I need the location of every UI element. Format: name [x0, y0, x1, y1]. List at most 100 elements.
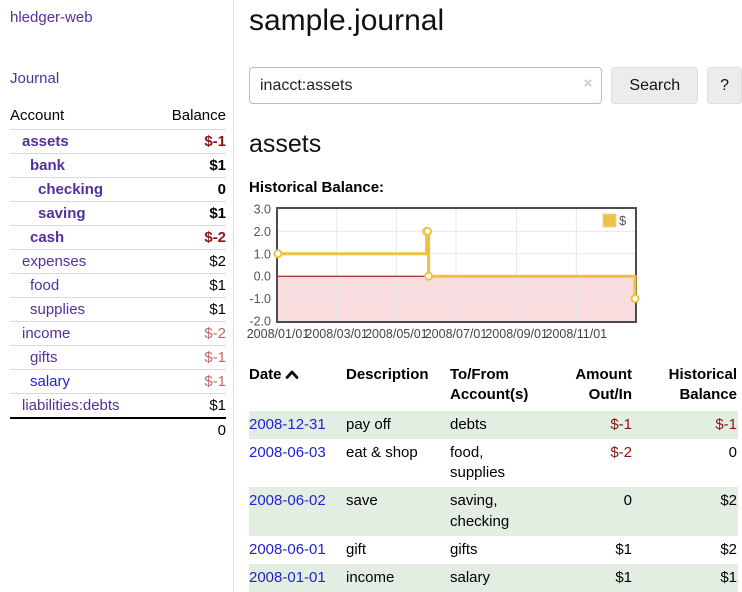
svg-text:2008/07/01: 2008/07/01: [425, 327, 488, 341]
account-row: liabilities:debts $1: [10, 393, 226, 419]
svg-text:1.0: 1.0: [254, 247, 271, 261]
account-link[interactable]: liabilities:debts: [22, 397, 120, 414]
account-balance: $-1: [204, 373, 226, 390]
transaction-accounts: gifts: [450, 540, 478, 558]
legend-label: $: [619, 213, 627, 228]
account-row: salary $-1: [10, 369, 226, 394]
col-header-date-label: Date: [249, 366, 282, 383]
account-balance: $1: [209, 301, 226, 318]
account-balance: $1: [209, 277, 226, 294]
account-row: cash $-2: [10, 225, 226, 250]
transaction-row: 2008-12-31 pay off debts $-1 $-1: [249, 410, 738, 439]
svg-text:-1.0: -1.0: [249, 292, 271, 306]
register-header-row: Date Description To/From Account(s) Amou…: [249, 363, 738, 411]
account-link[interactable]: assets: [22, 133, 69, 150]
transaction-balance: 0: [728, 443, 737, 461]
account-link[interactable]: cash: [30, 229, 65, 246]
account-balance: $1: [209, 205, 226, 222]
sort-ascending-icon: [285, 370, 298, 379]
svg-text:2008/01/01: 2008/01/01: [247, 327, 310, 341]
transaction-amount: 0: [623, 492, 632, 510]
transaction-accounts: salary: [450, 569, 491, 586]
search-form: × Search ?: [249, 67, 742, 104]
account-heading: assets: [249, 130, 322, 158]
transaction-balance: $2: [720, 492, 737, 510]
balance-chart: 3.0 2.0 1.0 0.0 -1.0 -2.0 2008/01/01 2008/03/01…: [247, 201, 742, 349]
svg-text:2008/11/01: 2008/11/01: [545, 327, 607, 341]
account-link[interactable]: expenses: [22, 253, 87, 270]
col-header-balance[interactable]: Historical Balance: [668, 366, 737, 404]
account-link[interactable]: salary: [30, 373, 71, 390]
account-link[interactable]: gifts: [30, 349, 58, 366]
account-link[interactable]: saving: [38, 205, 86, 222]
col-header-date[interactable]: Date: [249, 363, 346, 411]
main-content: sample.journal × Search ? assets Histori…: [234, 0, 742, 592]
transaction-amount: $1: [615, 569, 632, 586]
account-row: food $1: [10, 273, 226, 298]
transaction-accounts: food, supplies: [450, 443, 506, 481]
col-header-amount[interactable]: Amount Out/In: [575, 366, 632, 404]
account-row: checking 0: [10, 177, 226, 202]
help-button[interactable]: ?: [707, 67, 742, 104]
transaction-amount: $1: [615, 540, 632, 558]
transaction-description: save: [346, 492, 378, 510]
account-link[interactable]: bank: [30, 157, 66, 174]
transaction-date-link[interactable]: 2008-12-31: [249, 415, 326, 433]
transaction-description: eat & shop: [346, 443, 418, 461]
svg-text:2.0: 2.0: [254, 225, 271, 239]
account-balance: $1: [209, 397, 226, 414]
account-link[interactable]: food: [30, 277, 60, 294]
account-link[interactable]: checking: [38, 181, 104, 198]
account-balance: $-1: [204, 349, 226, 366]
transaction-amount: $-2: [610, 443, 632, 461]
chart-title: Historical Balance:: [249, 179, 385, 196]
transaction-date-link[interactable]: 2008-06-01: [249, 540, 326, 558]
account-balance: 0: [217, 181, 226, 198]
account-balance: $1: [209, 157, 226, 174]
account-row: gifts $-1: [10, 345, 226, 370]
account-balance: $-1: [204, 133, 226, 150]
account-row: assets $-1: [10, 129, 226, 154]
col-header-description[interactable]: Description: [346, 366, 429, 383]
app-title-link[interactable]: hledger-web: [10, 9, 93, 26]
transaction-accounts: saving, checking: [450, 492, 510, 530]
search-input[interactable]: [249, 67, 603, 104]
col-header-accounts[interactable]: To/From Account(s): [450, 366, 529, 404]
account-balance: $-2: [204, 229, 226, 246]
accounts-table: Account Balance assets $-1 bank $1 checking 0…: [10, 103, 226, 442]
transaction-row: 2008-06-02 save saving, checking 0 $2: [249, 487, 738, 536]
transaction-row: 2008-01-01 income salary $1 $1: [249, 564, 738, 592]
register-table: Date Description To/From Account(s) Amou…: [249, 363, 738, 592]
transaction-description: gift: [346, 540, 367, 558]
account-row: bank $1: [10, 153, 226, 178]
transaction-row: 2008-06-03 eat & shop food, supplies $-2 0: [249, 439, 738, 488]
svg-text:0.0: 0.0: [254, 270, 271, 284]
svg-text:-2.0: -2.0: [249, 315, 271, 329]
balance-chart-svg: 3.0 2.0 1.0 0.0 -1.0 -2.02008/01/012008/03/01…: [247, 203, 640, 341]
transaction-date-link[interactable]: 2008-06-03: [249, 443, 326, 461]
svg-text:2008/03/01: 2008/03/01: [305, 327, 368, 341]
account-row: supplies $1: [10, 297, 226, 322]
transaction-balance: $1: [720, 569, 737, 586]
account-link[interactable]: supplies: [30, 301, 86, 318]
accounts-total-value: 0: [217, 422, 226, 439]
account-row: expenses $2: [10, 249, 226, 274]
accounts-total-row: 0: [10, 418, 226, 442]
accounts-header-account: Account: [10, 107, 65, 124]
account-balance: $-2: [204, 325, 226, 342]
account-row: saving $1: [10, 201, 226, 226]
svg-text:3.0: 3.0: [254, 203, 271, 217]
transaction-description: pay off: [346, 415, 391, 433]
svg-text:2008/09/01: 2008/09/01: [485, 327, 548, 341]
search-box: ×: [249, 67, 603, 104]
clear-search-icon[interactable]: ×: [583, 75, 593, 92]
page-title: sample.journal: [249, 4, 445, 37]
account-balance: $2: [209, 253, 226, 270]
transaction-date-link[interactable]: 2008-06-02: [249, 492, 326, 510]
account-link[interactable]: income: [22, 325, 71, 342]
sidebar-item-journal[interactable]: Journal: [10, 70, 60, 87]
transaction-date-link[interactable]: 2008-01-01: [249, 569, 326, 586]
sidebar: hledger-web Journal Account Balance asse…: [0, 0, 234, 592]
search-button[interactable]: Search: [611, 67, 699, 104]
